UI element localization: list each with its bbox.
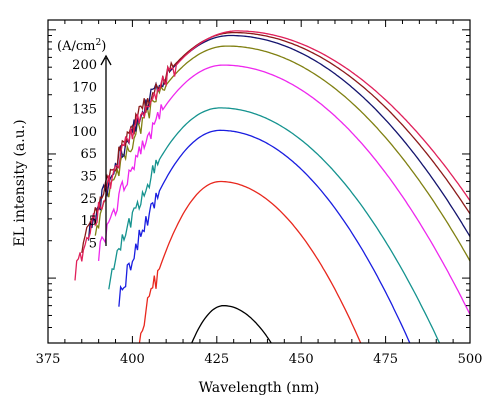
x-tick-label: 500 <box>458 352 483 367</box>
series-line <box>108 107 441 343</box>
series-line <box>87 34 470 241</box>
legend-entry: 200 <box>72 58 97 73</box>
series-line <box>138 180 362 343</box>
legend-entry: 135 <box>72 103 97 118</box>
x-tick-label: 475 <box>373 352 398 367</box>
series-line <box>118 129 411 343</box>
series-line <box>191 304 273 343</box>
legend: (A/cm2) 200 170 135 100 65 35 25 15 5 <box>57 38 112 251</box>
series-line <box>97 64 470 316</box>
legend-entry: 100 <box>72 125 97 140</box>
series-line <box>94 45 470 263</box>
legend-entry: 170 <box>72 80 97 95</box>
x-axis: 375 400 425 450 475 500 <box>36 20 483 367</box>
x-tick-label: 375 <box>36 352 61 367</box>
legend-entry: 5 <box>89 236 97 251</box>
x-tick-label: 400 <box>120 352 145 367</box>
legend-entry: 25 <box>80 192 97 207</box>
legend-entries: 200 170 135 100 65 35 25 15 5 <box>72 58 97 251</box>
legend-entry: 15 <box>80 214 97 229</box>
y-axis <box>48 29 470 344</box>
series-curves <box>74 30 470 343</box>
x-axis-label: Wavelength (nm) <box>199 380 320 396</box>
y-axis-label: EL intensity (a.u.) <box>12 119 28 246</box>
legend-arrow-head <box>100 54 112 66</box>
x-tick-label: 425 <box>204 352 229 367</box>
legend-entry: 65 <box>80 147 97 162</box>
x-tick-label: 450 <box>289 352 314 367</box>
series-line <box>74 30 470 281</box>
legend-title: (A/cm2) <box>57 38 106 54</box>
legend-entry: 35 <box>80 170 97 185</box>
